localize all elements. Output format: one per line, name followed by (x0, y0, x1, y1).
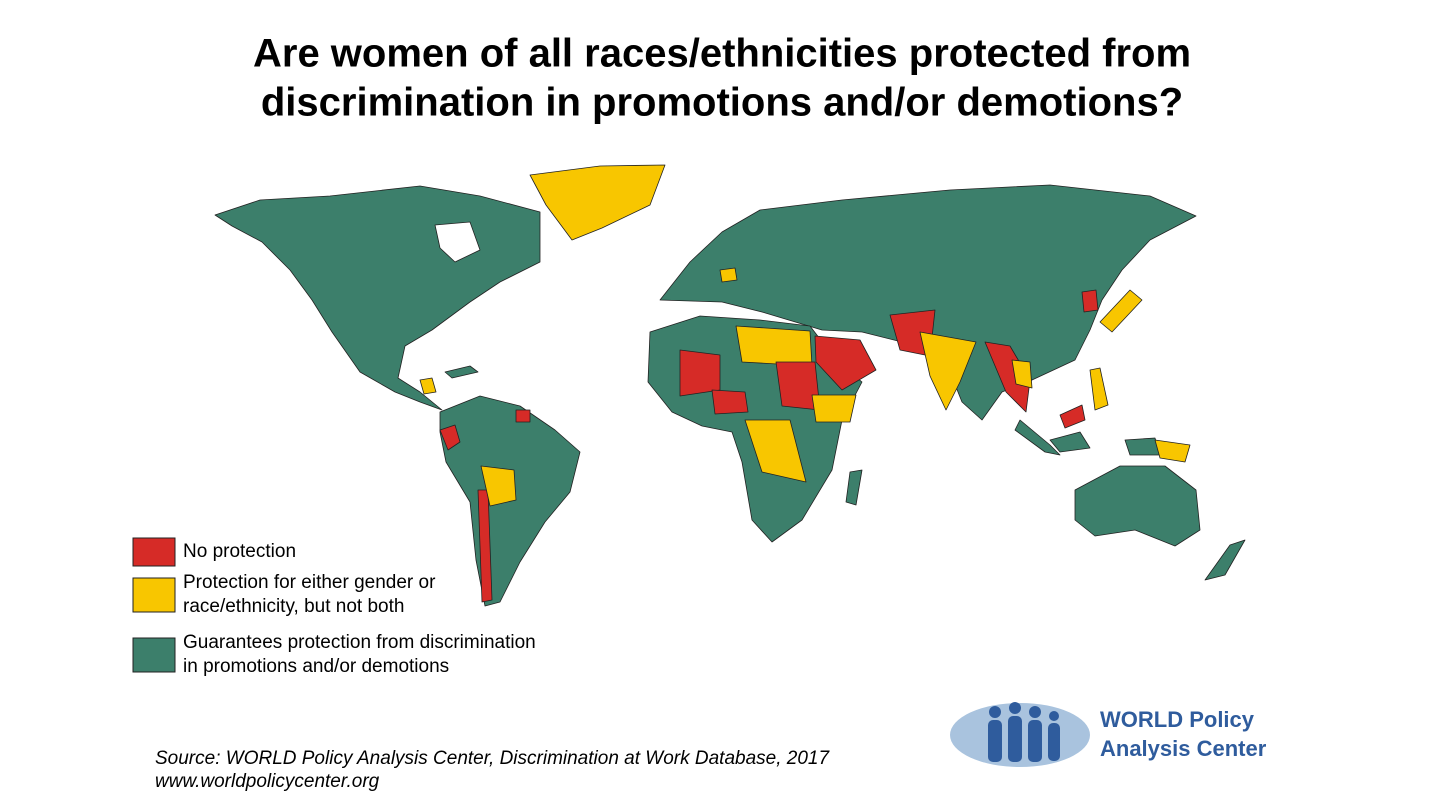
legend-label: Guarantees protection from discriminatio… (183, 632, 536, 653)
legend: No protection Protection for either gende… (132, 537, 536, 677)
region (480, 465, 517, 507)
hudson-bay (434, 221, 481, 263)
legend-swatch (132, 637, 176, 673)
region (1059, 404, 1086, 429)
region (919, 331, 977, 411)
region (477, 489, 493, 603)
legend-swatch (132, 577, 176, 613)
region (1154, 439, 1191, 463)
region (529, 164, 666, 241)
region (1049, 431, 1091, 453)
legend-label: No protection (183, 541, 296, 562)
region (735, 325, 813, 367)
legend-label: Protection for either gender or (183, 572, 436, 593)
region (439, 424, 461, 451)
region (444, 365, 479, 379)
logo-figures (988, 702, 1060, 762)
title-line: Are women of all races/ethnicities prote… (253, 32, 1191, 76)
source: Source: WORLD Policy Analysis Center, Di… (155, 748, 830, 769)
logo: WORLD Policy Analysis Center (950, 702, 1267, 767)
region (419, 377, 437, 395)
region (814, 335, 877, 391)
region (1011, 359, 1033, 389)
logo-text: Analysis Center (1100, 736, 1267, 761)
region (659, 184, 1197, 421)
region (811, 394, 857, 423)
region (744, 419, 807, 483)
region (719, 267, 738, 283)
legend-swatch (132, 537, 176, 567)
australia (1074, 465, 1201, 547)
world-map (214, 164, 1246, 607)
region (679, 349, 721, 397)
source-url: www.worldpolicycenter.org (155, 771, 380, 792)
region (1089, 367, 1109, 411)
region (1081, 289, 1099, 313)
logo-text: WORLD Policy (1100, 707, 1255, 732)
japan (1099, 289, 1143, 333)
region (1014, 419, 1061, 456)
new-zealand (1204, 539, 1246, 581)
title-line: discrimination in promotions and/or demo… (261, 81, 1183, 125)
legend-label: in promotions and/or demotions (183, 656, 449, 677)
region (984, 341, 1031, 413)
legend-label: race/ethnicity, but not both (183, 596, 404, 617)
region (515, 409, 531, 423)
region (711, 389, 749, 415)
madagascar (845, 469, 863, 506)
